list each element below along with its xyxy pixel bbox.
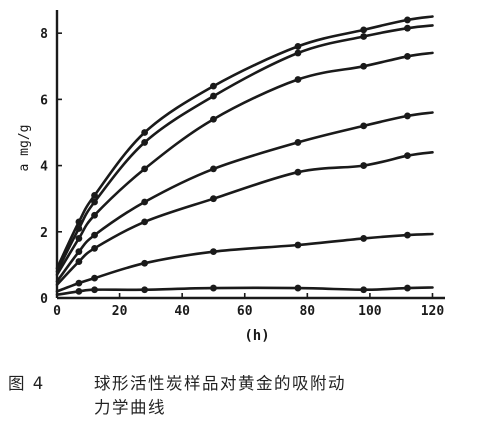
data-point [404, 284, 411, 292]
y-tick-label: 2 [40, 226, 48, 241]
data-point [294, 284, 302, 292]
data-point [360, 235, 368, 242]
figure-caption: 图 4 球形活性炭样品对黄金的吸附动 力学曲线 [8, 372, 480, 420]
data-point [210, 284, 217, 292]
data-point [404, 52, 411, 60]
data-point [141, 198, 149, 206]
data-point [210, 115, 217, 123]
data-point [404, 152, 411, 160]
data-point [141, 259, 149, 267]
x-axis-label: (h) [244, 328, 269, 344]
data-point [91, 286, 98, 294]
x-tick-label: 60 [237, 304, 253, 319]
y-tick-label: 6 [40, 93, 48, 108]
data-point [360, 26, 368, 34]
x-tick-label: 0 [53, 304, 61, 319]
y-ticks: 0 2 4 6 8 [40, 27, 62, 307]
data-point [141, 218, 149, 226]
x-ticks: 0 20 40 60 80 100 120 [53, 293, 444, 319]
data-point [210, 82, 217, 90]
data-point [294, 241, 302, 249]
y-tick-label: 8 [40, 27, 48, 42]
data-point [360, 122, 368, 130]
figure-label: 图 4 [8, 374, 45, 393]
caption-line-2: 力学曲线 [94, 398, 166, 417]
data-point [404, 112, 411, 120]
data-point [294, 168, 302, 176]
data-point [141, 165, 149, 173]
data-point [75, 225, 83, 232]
y-tick-label: 4 [40, 160, 48, 175]
x-tick-label: 40 [174, 304, 190, 319]
y-tick-label: 0 [40, 292, 48, 307]
data-point [294, 139, 302, 146]
data-point [91, 211, 98, 219]
data-point [294, 43, 302, 50]
adsorption-kinetics-chart: 0 20 40 60 80 100 120 0 2 4 6 8 a mg/g (h) [17, 10, 445, 344]
data-point [210, 165, 217, 173]
data-point [91, 231, 98, 239]
data-point [360, 286, 368, 294]
data-point [91, 198, 98, 206]
data-point [75, 235, 83, 242]
x-tick-label: 80 [299, 304, 315, 319]
data-points [75, 16, 411, 295]
data-point [294, 49, 302, 57]
x-tick-label: 100 [358, 304, 382, 319]
data-point [141, 129, 149, 136]
data-point [75, 258, 83, 265]
caption-line-1: 球形活性炭样品对黄金的吸附动 [94, 374, 346, 393]
data-point [210, 248, 217, 256]
series-line-5 [55, 151, 434, 287]
data-point [141, 139, 149, 146]
series-line-1 [55, 15, 434, 270]
data-point [360, 62, 368, 70]
series-curves [55, 15, 434, 296]
data-point [210, 92, 217, 100]
data-point [91, 191, 98, 199]
series-line-6 [55, 232, 434, 293]
data-point [360, 162, 368, 169]
data-point [294, 76, 302, 83]
data-point [75, 218, 83, 226]
x-tick-label: 20 [112, 304, 128, 319]
data-point [210, 195, 217, 203]
data-point [75, 279, 83, 287]
data-point [75, 287, 83, 295]
data-point [404, 231, 411, 239]
y-axis-label: a mg/g [17, 125, 32, 172]
data-point [91, 274, 98, 282]
data-point [360, 33, 368, 40]
data-point [91, 244, 98, 252]
data-point [404, 16, 411, 24]
x-tick-label: 120 [421, 304, 445, 319]
data-point [75, 248, 83, 256]
data-point [141, 286, 149, 294]
data-point [404, 24, 411, 32]
